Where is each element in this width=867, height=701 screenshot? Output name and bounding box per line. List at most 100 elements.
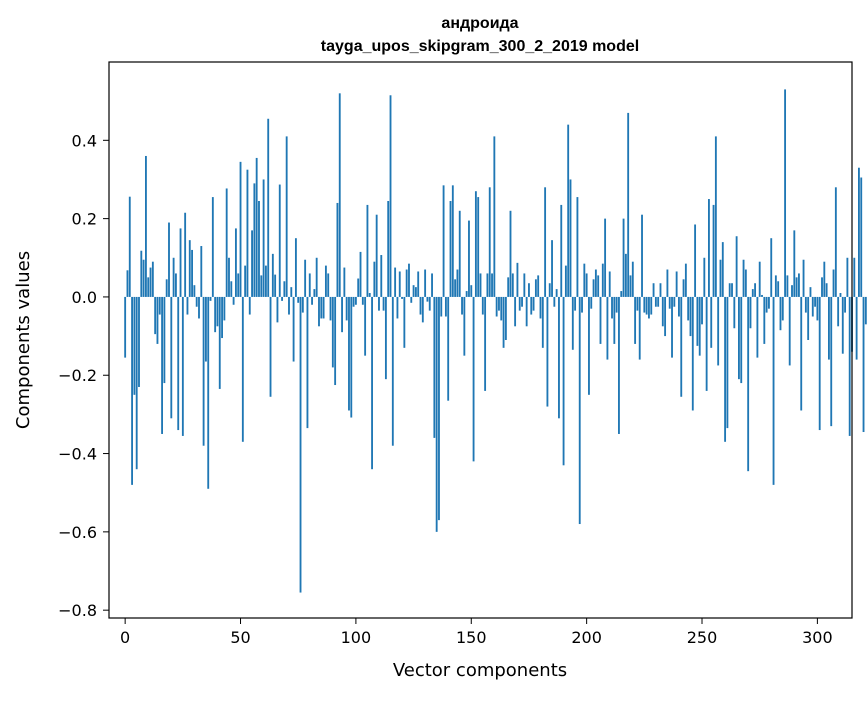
bar-component-97 <box>348 296 350 411</box>
bar-component-144 <box>456 269 459 297</box>
bar-component-256 <box>714 136 717 297</box>
bar-component-262 <box>728 283 731 297</box>
bar-component-242 <box>682 279 685 297</box>
bar-component-18 <box>165 279 168 297</box>
bar-component-62 <box>267 118 270 297</box>
bar-component-114 <box>387 201 390 297</box>
bar-component-151 <box>472 296 475 462</box>
bar-component-190 <box>562 296 565 466</box>
bar-component-205 <box>597 275 600 297</box>
bar-component-120 <box>401 296 403 299</box>
bar-component-9 <box>145 155 147 297</box>
bar-component-216 <box>622 218 625 297</box>
bar-component-154 <box>479 273 482 297</box>
y-tick-label: −0.2 <box>58 366 97 385</box>
bar-component-136 <box>438 296 440 521</box>
bar-component-25 <box>181 296 184 436</box>
bar-component-313 <box>846 257 849 297</box>
bar-component-168 <box>511 273 514 297</box>
bar-component-225 <box>643 296 646 313</box>
bar-component-88 <box>327 273 330 297</box>
bar-component-223 <box>638 296 641 360</box>
bar-component-40 <box>216 296 219 327</box>
bar-component-255 <box>712 204 715 297</box>
bar-component-305 <box>828 296 830 360</box>
bar-component-214 <box>618 296 620 434</box>
bar-component-90 <box>331 296 334 368</box>
bar-component-113 <box>384 296 387 380</box>
bar-component-276 <box>761 294 763 297</box>
bar-component-71 <box>288 296 290 315</box>
chart-title-model: tayga_upos_skipgram_300_2_2019 model <box>321 38 639 55</box>
y-tick-label: −0.4 <box>58 445 97 464</box>
bar-component-273 <box>754 283 757 297</box>
bar-component-23 <box>177 296 180 431</box>
bar-component-51 <box>241 296 244 442</box>
bar-component-92 <box>336 202 339 297</box>
bar-component-193 <box>569 179 572 297</box>
bar-component-176 <box>530 296 533 315</box>
bar-component-288 <box>788 296 791 366</box>
bar-component-12 <box>151 261 154 297</box>
bar-component-177 <box>532 296 535 311</box>
bar-component-196 <box>576 197 579 297</box>
bar-component-29 <box>191 249 193 297</box>
bar-component-279 <box>768 296 770 309</box>
bar-component-302 <box>821 277 823 297</box>
bar-component-138 <box>442 185 445 297</box>
bar-component-249 <box>698 296 701 356</box>
bar-component-14 <box>156 296 159 344</box>
bar-component-26 <box>184 212 187 297</box>
bar-component-145 <box>458 210 461 297</box>
y-tick-label: −0.6 <box>58 523 97 542</box>
bar-component-53 <box>246 169 249 297</box>
bar-component-303 <box>823 261 826 297</box>
bar-component-112 <box>382 296 385 311</box>
bar-component-320 <box>862 296 865 433</box>
bar-component-76 <box>299 296 302 593</box>
bar-component-87 <box>324 265 327 297</box>
bar-component-161 <box>495 296 498 317</box>
bar-component-125 <box>412 285 415 297</box>
x-tick-label: 200 <box>571 628 602 647</box>
bar-component-250 <box>701 296 703 325</box>
bar-component-111 <box>380 255 383 297</box>
bar-component-132 <box>428 296 431 311</box>
bar-component-6 <box>138 296 140 387</box>
bar-component-237 <box>671 296 673 358</box>
bar-component-135 <box>435 296 438 532</box>
bar-component-36 <box>207 296 210 489</box>
bar-component-158 <box>488 187 491 297</box>
bar-component-314 <box>848 296 851 436</box>
bar-component-192 <box>567 124 570 297</box>
bar-component-297 <box>809 287 812 297</box>
bar-component-104 <box>364 296 367 356</box>
bar-component-43 <box>223 296 226 321</box>
bar-component-240 <box>678 296 680 317</box>
bar-component-155 <box>481 296 484 315</box>
bar-component-165 <box>504 296 507 340</box>
x-tick-label: 0 <box>120 628 130 647</box>
bar-component-67 <box>278 184 281 297</box>
bar-component-116 <box>391 296 394 446</box>
bar-component-166 <box>507 277 510 297</box>
x-axis-label: Vector components <box>393 660 567 681</box>
bar-component-129 <box>421 296 424 323</box>
bar-component-118 <box>396 296 399 319</box>
bar-component-77 <box>301 296 304 313</box>
bar-component-3 <box>131 296 133 485</box>
bar-component-311 <box>841 296 844 354</box>
bar-component-46 <box>230 281 233 297</box>
bar-component-258 <box>719 259 722 297</box>
bar-component-149 <box>468 220 470 297</box>
bar-component-246 <box>691 296 694 411</box>
bar-component-55 <box>251 230 253 297</box>
bar-component-182 <box>544 187 547 297</box>
bar-component-307 <box>832 269 835 297</box>
bar-component-157 <box>486 273 489 297</box>
bar-component-181 <box>541 296 544 348</box>
bar-component-58 <box>258 201 260 297</box>
bar-component-72 <box>290 287 293 297</box>
bar-component-146 <box>461 296 463 315</box>
